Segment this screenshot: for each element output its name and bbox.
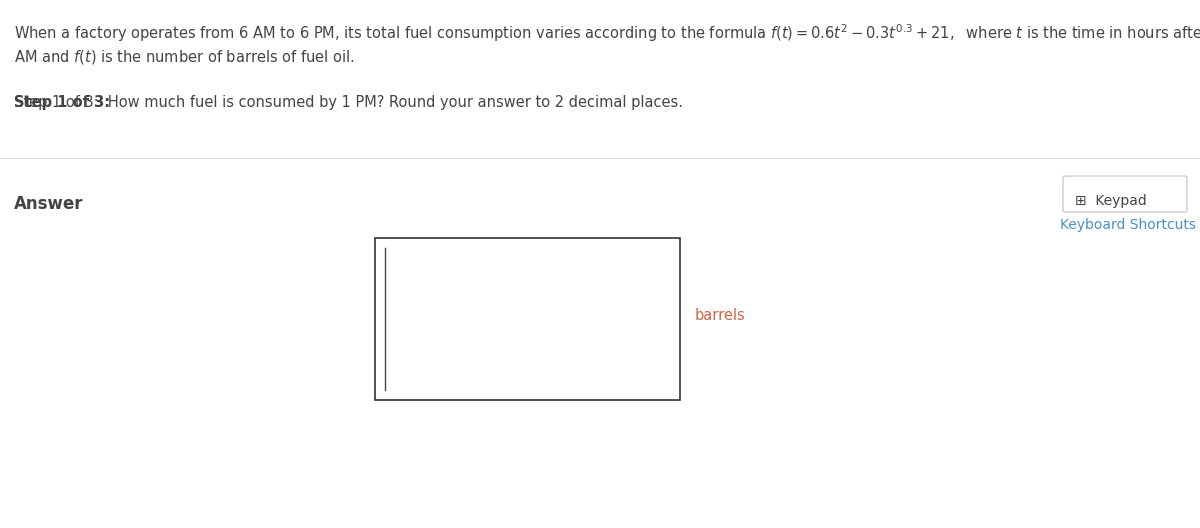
Bar [374, 238, 680, 400]
FancyBboxPatch shape [1063, 176, 1187, 212]
Text: barrels: barrels [695, 307, 745, 323]
Text: Answer: Answer [14, 195, 84, 213]
Text: Step 1 of 3:  How much fuel is consumed by 1 PM? Round your answer to 2 decimal : Step 1 of 3: How much fuel is consumed b… [14, 95, 683, 110]
Text: Step 1 of 3:: Step 1 of 3: [14, 95, 110, 110]
Text: When a factory operates from 6 AM to 6 PM, its total fuel consumption varies acc: When a factory operates from 6 AM to 6 P… [14, 22, 1200, 44]
Text: AM and $f(t)$ is the number of barrels of fuel oil.: AM and $f(t)$ is the number of barrels o… [14, 48, 354, 66]
Text: Keyboard Shortcuts: Keyboard Shortcuts [1060, 218, 1196, 232]
Text: ⊞  Keypad: ⊞ Keypad [1075, 194, 1147, 208]
